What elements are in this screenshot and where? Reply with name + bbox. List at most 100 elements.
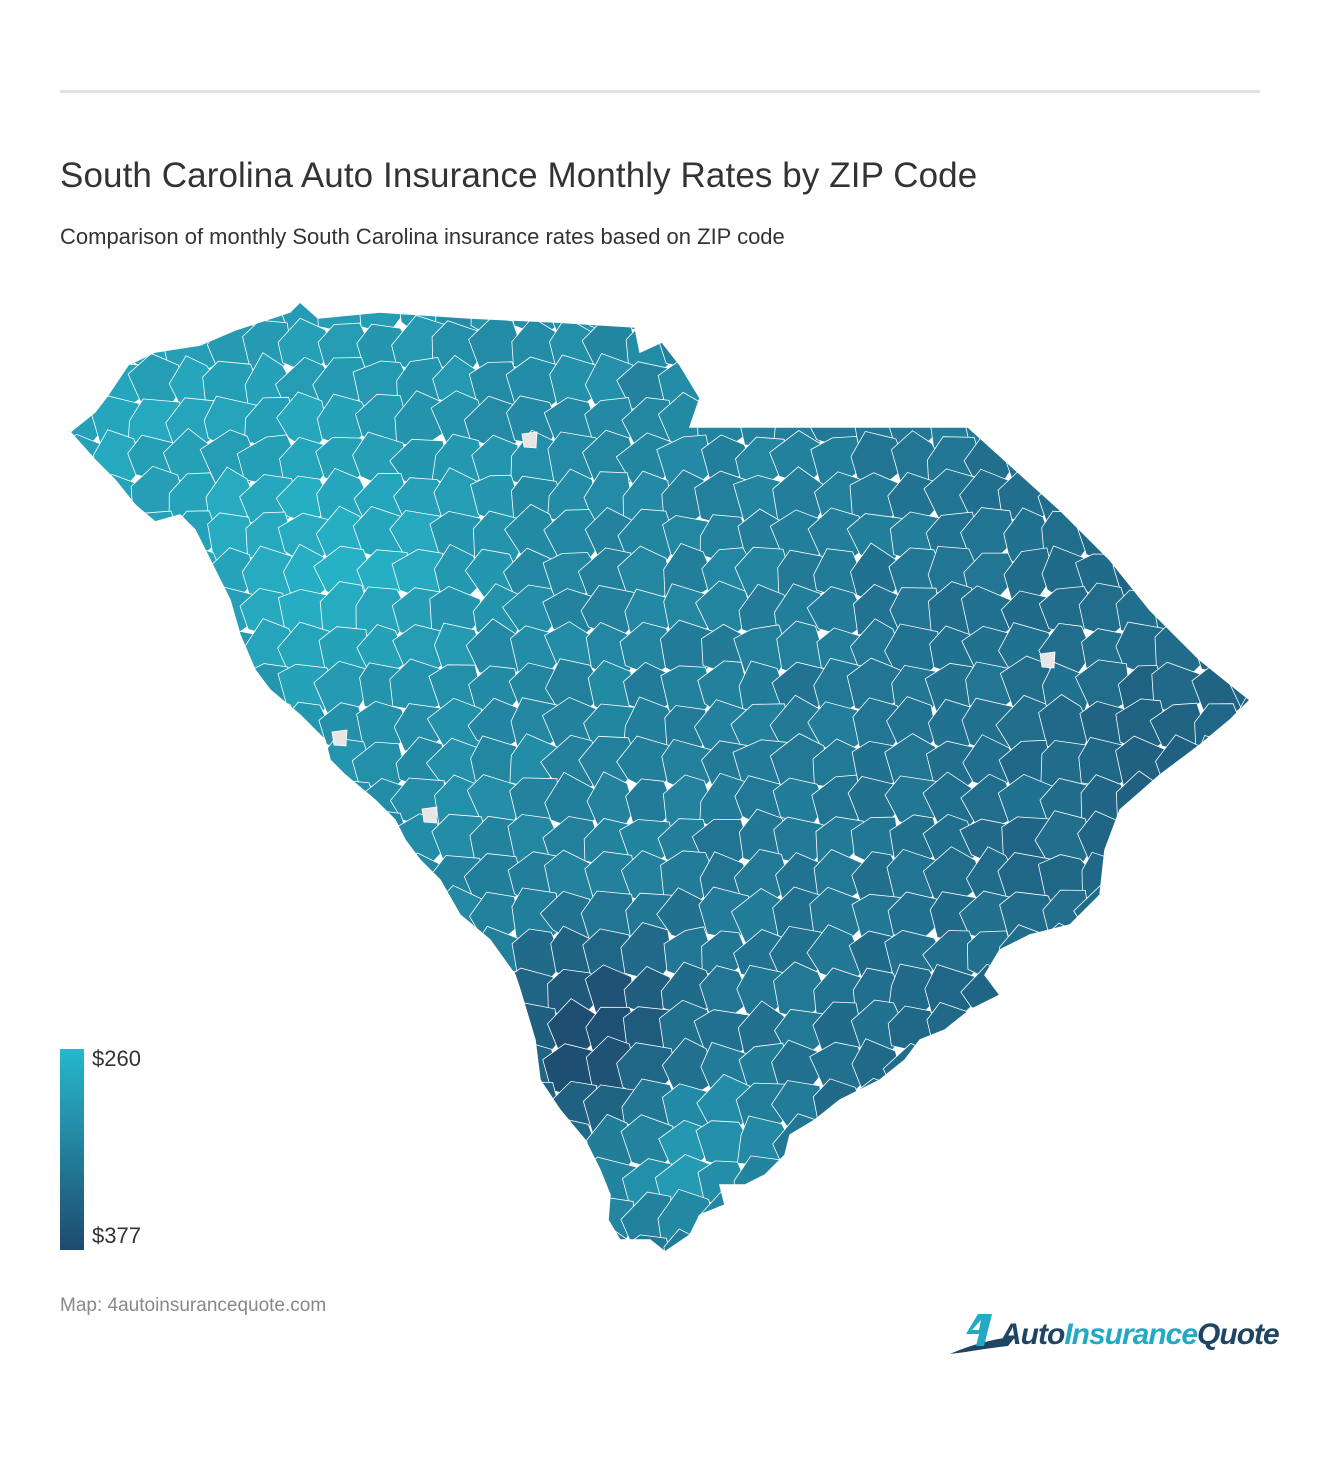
zip-area[interactable] (923, 290, 985, 338)
zip-area[interactable] (1074, 290, 1136, 340)
zip-area[interactable] (1080, 1042, 1129, 1103)
zip-area[interactable] (998, 323, 1060, 378)
zip-area[interactable] (1188, 1076, 1245, 1137)
zip-area[interactable] (125, 930, 182, 980)
zip-area[interactable] (353, 1233, 410, 1270)
zip-area[interactable] (60, 469, 111, 532)
zip-area[interactable] (1225, 627, 1260, 678)
zip-area[interactable] (205, 1194, 263, 1247)
zip-area[interactable] (435, 1002, 490, 1058)
zip-area[interactable] (60, 892, 102, 943)
zip-area[interactable] (853, 1120, 903, 1176)
zip-area[interactable] (694, 315, 751, 377)
zip-area[interactable] (848, 1230, 910, 1270)
zip-area[interactable] (1038, 1156, 1091, 1214)
zip-area[interactable] (1116, 510, 1174, 567)
zip-area[interactable] (1233, 965, 1260, 1022)
zip-area[interactable] (1082, 927, 1131, 983)
zip-area[interactable] (166, 1152, 224, 1208)
zip-area[interactable] (426, 1076, 491, 1136)
zip-area[interactable] (351, 810, 412, 871)
zip-area[interactable] (160, 927, 220, 980)
zip-area[interactable] (166, 774, 220, 829)
zip-area[interactable] (1190, 1122, 1249, 1169)
zip-area[interactable] (1000, 1080, 1061, 1131)
zip-area[interactable] (1078, 355, 1131, 412)
zip-area[interactable] (1192, 848, 1246, 903)
zip-area[interactable] (662, 290, 718, 332)
zip-area[interactable] (394, 1007, 448, 1057)
zip-area[interactable] (359, 1151, 409, 1208)
zip-area[interactable] (1232, 1004, 1260, 1055)
zip-area[interactable] (886, 290, 944, 334)
zip-area[interactable] (1193, 321, 1248, 377)
zip-area[interactable] (395, 1118, 445, 1169)
zip-area[interactable] (470, 999, 525, 1058)
zip-area[interactable] (885, 1191, 942, 1251)
zip-area[interactable] (434, 1194, 487, 1249)
zip-area[interactable] (816, 1230, 861, 1271)
zip-area[interactable] (166, 733, 226, 792)
zip-area[interactable] (1112, 1002, 1167, 1058)
zip-area[interactable] (60, 930, 109, 982)
zip-area[interactable] (85, 810, 147, 872)
zip-area[interactable] (131, 857, 184, 912)
zip-area[interactable] (93, 620, 145, 679)
zip-area[interactable] (1155, 1117, 1213, 1172)
zip-area[interactable] (129, 817, 183, 867)
zip-area[interactable] (843, 357, 908, 418)
zip-area[interactable] (206, 970, 257, 1020)
zip-area[interactable] (1112, 391, 1170, 449)
zip-area[interactable] (1075, 1228, 1131, 1270)
zip-area[interactable] (241, 968, 296, 1025)
zip-area[interactable] (1152, 921, 1208, 978)
zip-area[interactable] (1007, 965, 1055, 1020)
zip-area[interactable] (926, 1157, 985, 1211)
zip-area[interactable] (733, 353, 794, 414)
zip-area[interactable] (1233, 814, 1260, 867)
zip-area[interactable] (1003, 1038, 1055, 1096)
zip-area[interactable] (60, 512, 106, 568)
zip-area[interactable] (964, 1191, 1024, 1252)
zip-area[interactable] (1148, 431, 1209, 489)
zip-area[interactable] (130, 290, 184, 342)
zip-area[interactable] (128, 552, 184, 603)
zip-area[interactable] (466, 1230, 525, 1270)
zip-area[interactable] (129, 625, 185, 679)
zip-area[interactable] (243, 811, 294, 868)
zip-area[interactable] (277, 1040, 334, 1094)
zip-area[interactable] (273, 1228, 335, 1270)
zip-area[interactable] (1192, 1229, 1250, 1270)
zip-area[interactable] (1118, 926, 1172, 985)
zip-area[interactable] (431, 1038, 486, 1100)
zip-area[interactable] (1195, 922, 1248, 981)
zip-area[interactable] (276, 1158, 337, 1213)
zip-area[interactable] (619, 290, 680, 333)
zip-area[interactable] (999, 1113, 1060, 1171)
zip-area[interactable] (206, 1237, 260, 1271)
zip-area[interactable] (1000, 1234, 1059, 1270)
zip-area[interactable] (1081, 1114, 1132, 1171)
zip-area[interactable] (1150, 1005, 1209, 1058)
zip-area[interactable] (1194, 1189, 1246, 1248)
zip-area[interactable] (206, 929, 260, 980)
zip-area[interactable] (888, 318, 939, 372)
zip-area[interactable] (279, 1080, 330, 1132)
zip-area[interactable] (770, 359, 824, 412)
zip-area[interactable] (60, 849, 108, 904)
zip-area[interactable] (1195, 1151, 1250, 1205)
zip-area[interactable] (1187, 584, 1246, 641)
zip-area[interactable] (274, 855, 335, 903)
zip-area[interactable] (1153, 776, 1207, 835)
zip-area[interactable] (242, 1114, 301, 1172)
zip-area[interactable] (1110, 854, 1173, 903)
zip-area[interactable] (317, 779, 378, 831)
zip-area[interactable] (924, 1045, 984, 1101)
zip-area[interactable] (770, 1194, 833, 1249)
zip-area[interactable] (169, 581, 225, 646)
zip-area[interactable] (318, 813, 369, 865)
zip-area[interactable] (356, 924, 413, 985)
zip-area[interactable] (354, 1192, 413, 1249)
zip-area[interactable] (1188, 290, 1245, 335)
zip-area[interactable] (433, 1227, 489, 1270)
